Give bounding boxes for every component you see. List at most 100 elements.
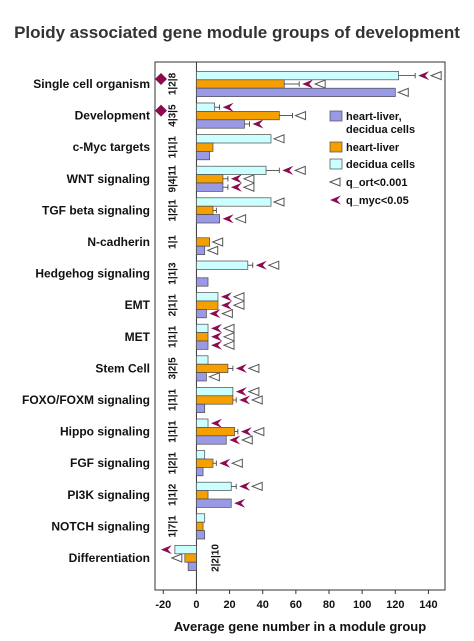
bar-heart-liver-decidua-cells xyxy=(196,435,227,445)
category-label: Hippo signaling xyxy=(60,425,150,439)
category-label: TGF beta signaling xyxy=(42,203,150,217)
q-ort-marker xyxy=(211,237,224,247)
diamond-marker xyxy=(155,104,167,117)
x-axis: -20 0 20 40 60 80 100 120 140 xyxy=(155,590,438,611)
bar-decidua-cells xyxy=(196,450,206,460)
q-ort-marker xyxy=(313,79,326,89)
q-myc-marker xyxy=(209,309,221,319)
bar-heart-liver-decidua-cells xyxy=(196,498,232,508)
category-code: 1|2|8 xyxy=(167,72,178,95)
bar-heart-liver xyxy=(196,79,285,89)
bar-heart-liver xyxy=(184,553,197,563)
legend-label: heart-liver, decidua cells xyxy=(346,111,415,136)
legend-label: heart-liver xyxy=(346,142,400,154)
q-ort-marker xyxy=(206,245,219,256)
bar-decidua-cells xyxy=(196,292,219,302)
q-ort-marker xyxy=(240,435,253,445)
bar-heart-liver-decidua-cells xyxy=(196,372,207,382)
q-ort-marker xyxy=(222,340,235,350)
legend-swatch xyxy=(329,141,343,153)
bar-heart-liver xyxy=(196,363,229,373)
q-ort-marker xyxy=(247,363,260,374)
x-tick-label: 60 xyxy=(290,599,302,611)
category-code: 1|1|1 xyxy=(167,136,178,159)
category-label: Development xyxy=(75,109,150,123)
q-myc-marker xyxy=(229,435,241,445)
bar-decidua-cells xyxy=(196,260,249,270)
bar-decidua-cells xyxy=(196,71,399,81)
legend-open-arrow-icon xyxy=(328,177,341,187)
bar-heart-liver xyxy=(196,521,204,531)
category-code: 9|4|11 xyxy=(167,165,178,193)
bar-decidua-cells xyxy=(196,418,209,428)
bar-decidua-cells xyxy=(196,323,209,333)
q-myc-marker xyxy=(240,427,252,437)
category-label: EMT xyxy=(125,298,151,312)
q-myc-marker xyxy=(239,481,251,491)
legend-label: decidua cells xyxy=(346,159,415,171)
diamond-marker xyxy=(155,73,167,85)
bar-heart-liver-decidua-cells xyxy=(196,277,209,287)
q-myc-marker xyxy=(235,387,247,397)
bar-heart-liver-decidua-cells xyxy=(196,309,207,319)
bar-heart-liver-decidua-cells xyxy=(196,87,396,97)
category-code: 1|7|1 xyxy=(167,515,178,538)
bar-decidua-cells xyxy=(196,387,234,397)
q-myc-marker xyxy=(255,260,267,270)
q-ort-marker xyxy=(250,481,263,492)
bar-heart-liver xyxy=(196,237,211,247)
q-ort-marker xyxy=(294,110,307,121)
q-ort-marker xyxy=(247,386,260,397)
bar-heart-liver-decidua-cells xyxy=(196,467,204,477)
q-ort-marker xyxy=(267,260,280,270)
category-label: MET xyxy=(125,330,151,344)
category-label: PI3K signaling xyxy=(67,488,150,502)
category-code: 1|2|1 xyxy=(167,452,178,475)
category-label: Differentiation xyxy=(69,551,150,565)
bar-heart-liver xyxy=(196,205,214,215)
legend-filled-arrow-icon xyxy=(330,195,341,205)
q-ort-marker xyxy=(293,165,306,176)
legend-swatch xyxy=(329,158,343,170)
bar-heart-liver xyxy=(196,427,235,437)
bar-heart-liver-decidua-cells xyxy=(196,182,224,192)
bar-heart-liver-decidua-cells xyxy=(196,245,206,255)
bar-heart-liver-decidua-cells xyxy=(196,403,206,413)
category-label: Hedgehog signaling xyxy=(35,267,150,281)
category-code: 1|1|2 xyxy=(167,483,178,506)
q-ort-marker xyxy=(272,197,285,207)
q-myc-marker xyxy=(219,458,231,468)
bar-heart-liver xyxy=(196,142,214,152)
q-myc-marker xyxy=(211,340,223,350)
bar-heart-liver xyxy=(196,332,209,342)
q-ort-marker xyxy=(250,395,263,405)
x-tick-label: 140 xyxy=(419,599,437,611)
bar-decidua-cells xyxy=(196,134,272,144)
category-label: Stem Cell xyxy=(95,361,150,375)
category-code: 2|2|10 xyxy=(210,544,221,572)
x-tick-label: 100 xyxy=(353,599,371,611)
bar-heart-liver xyxy=(196,300,219,310)
x-axis-label: Average gene number in a module group xyxy=(174,619,426,634)
category-code: 4|3|5 xyxy=(167,104,178,127)
q-ort-marker xyxy=(232,300,245,310)
q-ort-marker xyxy=(242,174,255,184)
category-label: Single cell organism xyxy=(33,77,150,91)
x-tick-label: 0 xyxy=(193,599,199,611)
bar-decidua-cells xyxy=(196,513,206,523)
chart-title: Ploidy associated gene module groups of … xyxy=(14,23,460,42)
legend-swatch xyxy=(329,110,343,122)
bar-heart-liver-decidua-cells xyxy=(196,340,209,350)
bar-decidua-cells xyxy=(196,481,232,491)
q-myc-marker xyxy=(239,395,251,405)
category-code: 1|1|3 xyxy=(167,262,178,285)
q-ort-marker xyxy=(230,458,243,468)
bar-decidua-cells xyxy=(196,102,216,112)
bar-decidua-cells xyxy=(174,545,197,555)
bar-heart-liver xyxy=(196,490,209,500)
category-label: WNT signaling xyxy=(67,172,150,186)
q-ort-marker xyxy=(272,134,285,144)
x-tick-label: -20 xyxy=(155,599,171,611)
category-code: 1|1|1 xyxy=(167,325,178,348)
